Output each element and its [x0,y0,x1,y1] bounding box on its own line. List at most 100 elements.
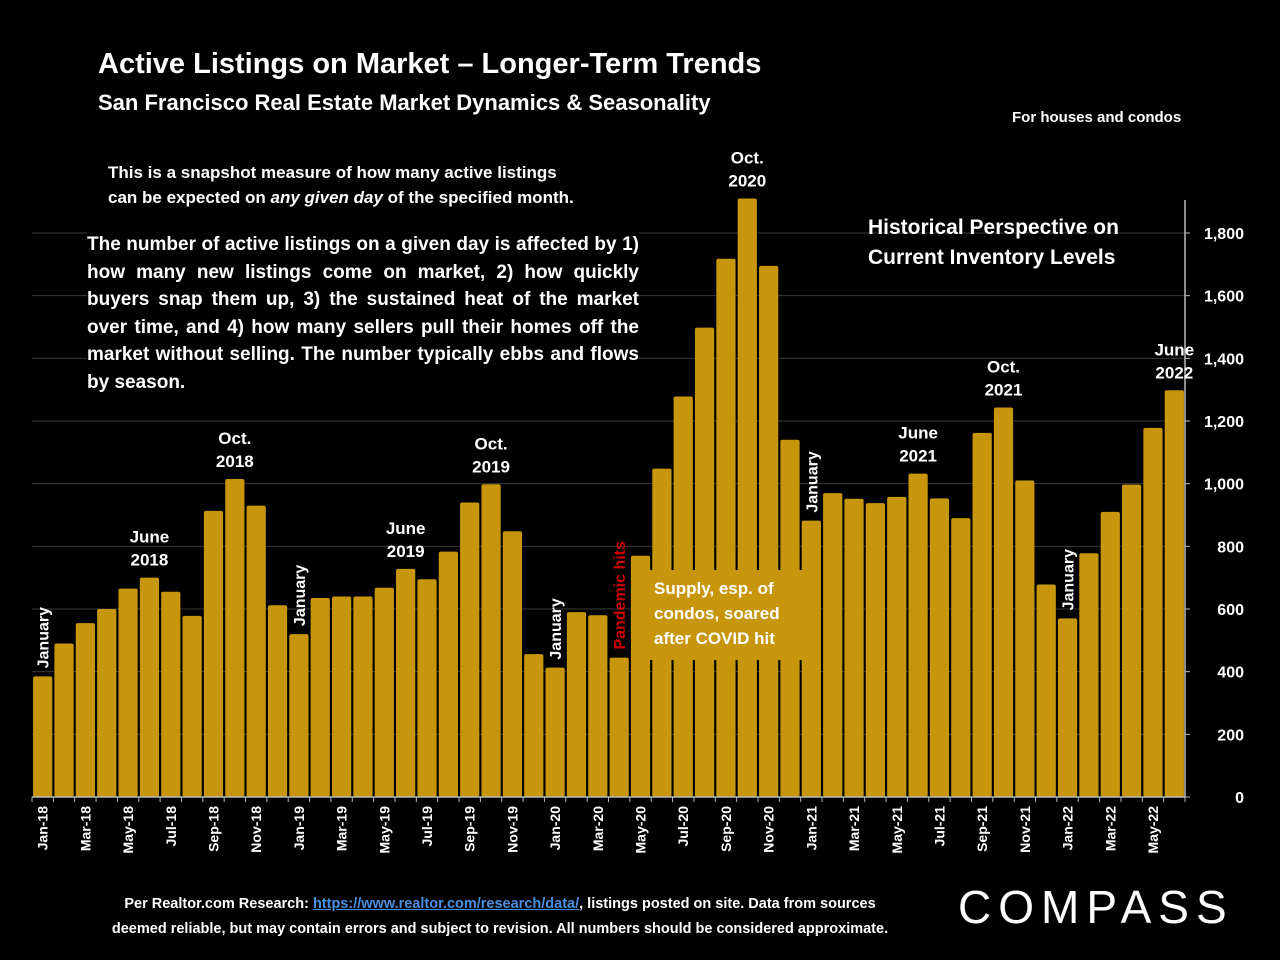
bar [524,654,544,797]
bar [1122,484,1142,797]
perspective-line-2: Current Inventory Levels [868,246,1116,269]
footer-line-2: deemed reliable, but may contain errors … [111,921,889,937]
annotation-label: January [36,607,53,668]
annotation-label: 2021 [985,381,1023,400]
bar [887,496,907,797]
bar [993,407,1014,797]
bar [33,676,53,797]
snapshot-note: This is a snapshot measure of how many a… [108,160,648,210]
x-tick-label: Sep-18 [205,806,221,852]
annotation-label: Oct. [218,429,251,448]
x-tick-label: Jul-21 [931,806,947,847]
covid-callout-line-3: after COVID hit [654,629,775,648]
x-tick-label: Jan-18 [35,806,51,851]
y-tick-label: 1,400 [1204,351,1244,368]
bar [97,609,117,797]
bar [545,667,565,797]
covid-callout: Supply, esp. of condos, soared after COV… [644,570,806,660]
bar [161,591,181,797]
snapshot-line-2: can be expected on any given day of the … [108,185,648,210]
annotation-label: 2020 [728,172,766,191]
bar [1143,427,1163,797]
pandemic-label: Pandemic hits [612,541,629,650]
x-tick-label: Jan-19 [291,806,307,851]
bar [310,598,330,797]
x-tick-label: Mar-19 [334,806,350,851]
annotation-label: Oct. [987,358,1020,377]
y-tick-label: 0 [1235,790,1244,807]
bar [438,551,458,797]
bar [75,623,95,797]
bar [203,510,224,797]
x-tick-label: Jan-21 [803,806,819,851]
bar [417,579,437,797]
bar [267,605,288,797]
x-tick-label: Nov-20 [761,806,777,853]
perspective-line-1: Historical Perspective on [868,216,1119,239]
compass-logo: COMPASS [958,881,1234,933]
y-tick-label: 800 [1217,539,1244,556]
x-tick-label: Mar-22 [1102,806,1118,851]
snapshot-emphasis: any given day [270,188,383,207]
bar [823,493,843,797]
x-tick-label: May-18 [120,806,136,854]
bar [609,657,629,797]
bar [865,503,886,797]
x-tick-label: Mar-20 [590,806,606,851]
bar [118,588,138,797]
snapshot-line-2-pre: can be expected on [108,188,271,207]
bar [737,198,757,798]
x-tick-label: Jul-20 [675,806,691,847]
bar [289,634,309,797]
footer-line-1: Per Realtor.com Research: https://www.re… [80,892,920,917]
bar [139,577,160,797]
annotation-label: January [292,565,309,626]
bar [502,531,523,797]
annotation-label: 2018 [131,551,169,570]
x-tick-label: Mar-18 [77,806,93,851]
chart-subtitle: San Francisco Real Estate Market Dynamic… [98,90,711,115]
bar [246,505,266,797]
bar [1057,618,1078,797]
footer-source-post: , listings posted on site. Data from sou… [579,896,876,912]
bar [566,612,587,797]
annotation-label: Oct. [731,149,764,168]
annotation-label: 2019 [387,542,425,561]
bar [716,258,736,797]
annotation-label: January [1061,549,1078,610]
x-tick-label: Nov-21 [1017,806,1033,853]
bar [460,502,480,797]
covid-callout-line-2: condos, soared [654,604,780,623]
x-tick-label: Sep-21 [974,806,990,852]
bar [929,498,950,797]
scope-note: For houses and condos [1012,109,1182,126]
bar [396,568,416,797]
annotation-label: 2022 [1155,363,1193,382]
source-link[interactable]: https://www.realtor.com/research/data/ [312,896,580,912]
bar [182,615,202,797]
annotation-label: Oct. [475,434,508,453]
bar [353,596,373,797]
annotation-label: June [1154,340,1194,359]
bar [481,484,501,797]
x-tick-label: May-22 [1145,806,1161,854]
bar [1015,480,1035,797]
x-tick-label: May-20 [633,806,649,854]
bar [54,643,74,797]
x-tick-label: Jul-19 [419,806,435,847]
bar [1079,553,1099,797]
bar [588,615,608,797]
snapshot-line-2-post: of the specified month. [382,188,574,207]
x-tick-label: Jan-22 [1060,806,1076,851]
bar [759,265,779,797]
x-tick-label: Sep-19 [462,806,478,852]
annotation-label: June [386,519,426,538]
annotation-label: June [898,424,938,443]
bar [801,520,821,797]
explanation-text: The number of active listings on a given… [87,231,639,396]
bar [844,498,864,797]
bar [951,518,971,797]
y-tick-label: 1,800 [1204,226,1244,243]
bar [908,473,928,797]
